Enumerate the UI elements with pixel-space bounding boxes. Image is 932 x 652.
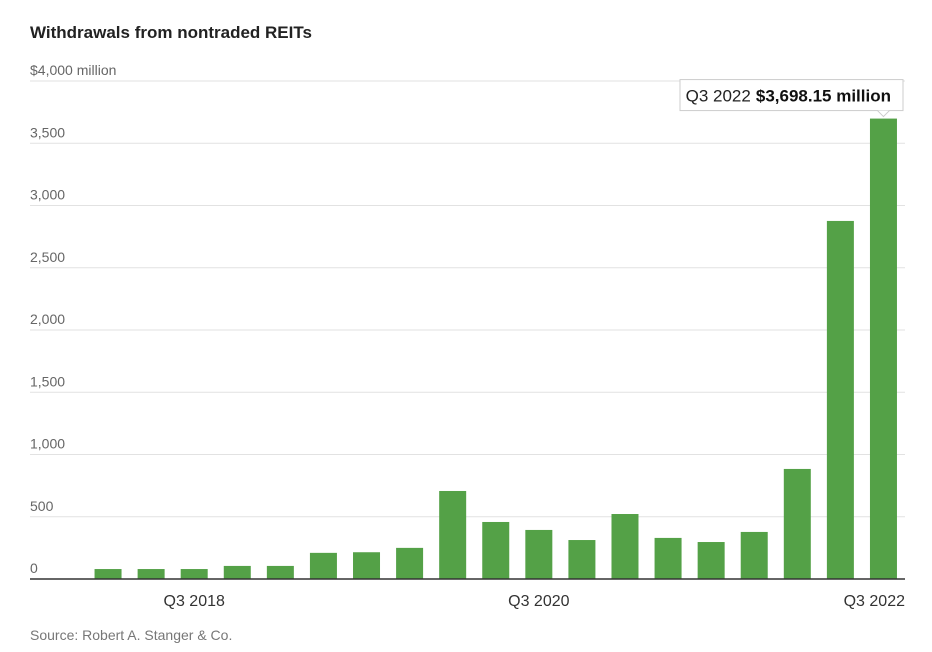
bar: [353, 552, 381, 579]
bar: [611, 514, 639, 579]
bar: [740, 531, 768, 579]
bar: [869, 118, 897, 579]
bar: [94, 569, 122, 579]
annotation: Q3 2022 $3,698.15 million: [679, 79, 904, 118]
bar: [568, 540, 596, 579]
y-tick-label: 3,000: [30, 187, 65, 203]
annotation-box: [679, 79, 904, 112]
y-tick-label: 1,500: [30, 373, 65, 389]
x-tick-label: Q3 2020: [508, 593, 569, 610]
bar: [783, 468, 811, 579]
bar: [482, 521, 510, 579]
source: Source: Robert A. Stanger & Co.: [30, 627, 232, 643]
bar: [654, 537, 682, 579]
y-tick-label: 3,500: [30, 124, 65, 140]
chart-title: Withdrawals from nontraded REITs: [30, 23, 312, 42]
annotation-value: $3,698.15 million: [756, 87, 891, 106]
y-tick-label: 2,000: [30, 311, 65, 327]
x-tick-label: Q3 2022: [844, 593, 905, 610]
y-tick-label: 0: [30, 560, 38, 576]
annotation-pointer: [877, 110, 890, 118]
bar: [137, 569, 165, 579]
bar: [266, 565, 294, 579]
bar: [826, 220, 854, 580]
annotation-text: Q3 2022 $3,698.15 million: [686, 87, 891, 106]
bar: [697, 542, 725, 579]
y-tick-label: 500: [30, 498, 54, 514]
bar: [180, 569, 208, 579]
bar: [439, 490, 467, 579]
y-tick-label: $4,000 million: [30, 62, 116, 78]
bar: [396, 547, 424, 579]
y-tick-label: 2,500: [30, 249, 65, 265]
x-tick-label: Q3 2018: [164, 593, 225, 610]
y-tick-label: 1,000: [30, 436, 65, 452]
bar: [309, 552, 337, 579]
bar: [223, 565, 251, 579]
bar: [525, 529, 553, 579]
annotation-category: Q3 2022: [686, 87, 751, 106]
